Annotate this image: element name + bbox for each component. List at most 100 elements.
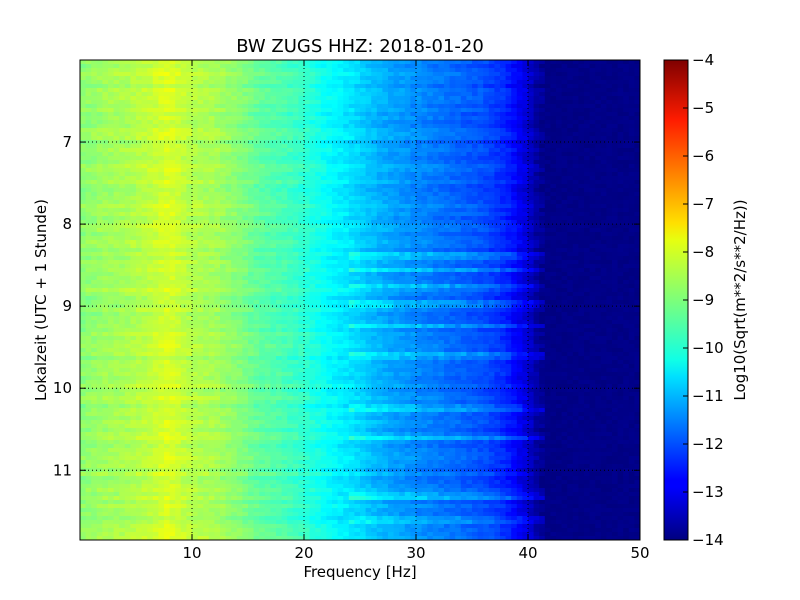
spectrogram-cell — [634, 132, 640, 137]
spectrogram-cell — [119, 60, 126, 65]
spectrogram-cell — [488, 168, 495, 173]
spectrogram-cell — [460, 196, 467, 201]
spectrogram-cell — [320, 208, 327, 213]
spectrogram-cell — [113, 176, 120, 181]
spectrogram-cell — [85, 88, 92, 93]
spectrogram-cell — [500, 192, 507, 197]
spectrogram-cell — [158, 236, 165, 241]
spectrogram-cell — [365, 68, 372, 73]
spectrogram-cell — [253, 180, 260, 185]
spectrogram-cell — [606, 160, 613, 165]
spectrogram-cell — [147, 232, 154, 237]
spectrogram-cell — [315, 204, 322, 209]
spectrogram-cell — [460, 164, 467, 169]
spectrogram-cell — [192, 80, 199, 85]
spectrogram-cell — [203, 124, 210, 129]
spectrogram-cell — [427, 108, 434, 113]
spectrogram-cell — [427, 76, 434, 81]
spectrogram-cell — [298, 212, 305, 217]
spectrogram-cell — [175, 144, 182, 149]
spectrogram-cell — [444, 248, 451, 253]
spectrogram-cell — [432, 112, 439, 117]
spectrogram-cell — [612, 228, 619, 233]
spectrogram-cell — [533, 248, 540, 253]
spectrogram-cell — [348, 200, 355, 205]
spectrogram-cell — [388, 224, 395, 229]
spectrogram-cell — [276, 212, 283, 217]
spectrogram-cell — [169, 200, 176, 205]
spectrogram-cell — [432, 148, 439, 153]
spectrogram-cell — [147, 152, 154, 157]
spectrogram-cell — [561, 212, 568, 217]
spectrogram-cell — [220, 92, 227, 97]
spectrogram-cell — [248, 112, 255, 117]
spectrogram-cell — [208, 188, 215, 193]
spectrogram-cell — [567, 204, 574, 209]
spectrogram-cell — [516, 140, 523, 145]
spectrogram-cell — [208, 164, 215, 169]
spectrogram-cell — [483, 104, 490, 109]
spectrogram-cell — [606, 140, 613, 145]
spectrogram-cell — [270, 180, 277, 185]
spectrogram-cell — [231, 92, 238, 97]
spectrogram-cell — [623, 172, 630, 177]
spectrogram-cell — [180, 184, 187, 189]
spectrogram-cell — [136, 164, 143, 169]
spectrogram-cell — [332, 80, 339, 85]
spectrogram-cell — [589, 232, 596, 237]
spectrogram-cell — [623, 76, 630, 81]
spectrogram-cell — [505, 232, 512, 237]
spectrogram-cell — [477, 156, 484, 161]
spectrogram-cell — [164, 232, 171, 237]
spectrogram-cell — [102, 132, 109, 137]
spectrogram-cell — [214, 72, 221, 77]
spectrogram-cell — [236, 176, 243, 181]
spectrogram-cell — [119, 188, 126, 193]
spectrogram-cell — [169, 72, 176, 77]
spectrogram-cell — [124, 104, 131, 109]
spectrogram-cell — [136, 104, 143, 109]
spectrogram-cell — [466, 176, 473, 181]
spectrogram-cell — [494, 84, 501, 89]
spectrogram-cell — [276, 248, 283, 253]
spectrogram-cell — [354, 212, 361, 217]
spectrogram-cell — [556, 232, 563, 237]
spectrogram-cell — [91, 256, 98, 261]
spectrogram-cell — [304, 108, 311, 113]
spectrogram-cell — [410, 252, 417, 257]
spectrogram-cell — [158, 248, 165, 253]
spectrogram-cell — [152, 180, 159, 185]
spectrogram-cell — [203, 160, 210, 165]
spectrogram-cell — [567, 252, 574, 257]
spectrogram-cell — [606, 256, 613, 261]
spectrogram-cell — [276, 240, 283, 245]
spectrogram-cell — [343, 204, 350, 209]
spectrogram-cell — [175, 200, 182, 205]
spectrogram-cell — [164, 152, 171, 157]
spectrogram-cell — [326, 96, 333, 101]
spectrogram-cell — [427, 136, 434, 141]
spectrogram-cell — [595, 112, 602, 117]
spectrogram-cell — [533, 168, 540, 173]
spectrogram-cell — [444, 224, 451, 229]
spectrogram-cell — [248, 124, 255, 129]
spectrogram-cell — [539, 68, 546, 73]
spectrogram-cell — [337, 252, 344, 257]
spectrogram-cell — [438, 252, 445, 257]
spectrogram-cell — [404, 100, 411, 105]
spectrogram-cell — [444, 172, 451, 177]
spectrogram-cell — [253, 220, 260, 225]
spectrogram-cell — [343, 64, 350, 69]
spectrogram-cell — [365, 200, 372, 205]
spectrogram-cell — [561, 152, 568, 157]
spectrogram-cell — [164, 104, 171, 109]
spectrogram-cell — [152, 176, 159, 181]
spectrogram-cell — [533, 80, 540, 85]
spectrogram-cell — [270, 192, 277, 197]
spectrogram-cell — [472, 248, 479, 253]
spectrogram-cell — [584, 76, 591, 81]
spectrogram-cell — [113, 80, 120, 85]
spectrogram-cell — [80, 136, 87, 141]
spectrogram-cell — [572, 196, 579, 201]
spectrogram-cell — [550, 228, 557, 233]
